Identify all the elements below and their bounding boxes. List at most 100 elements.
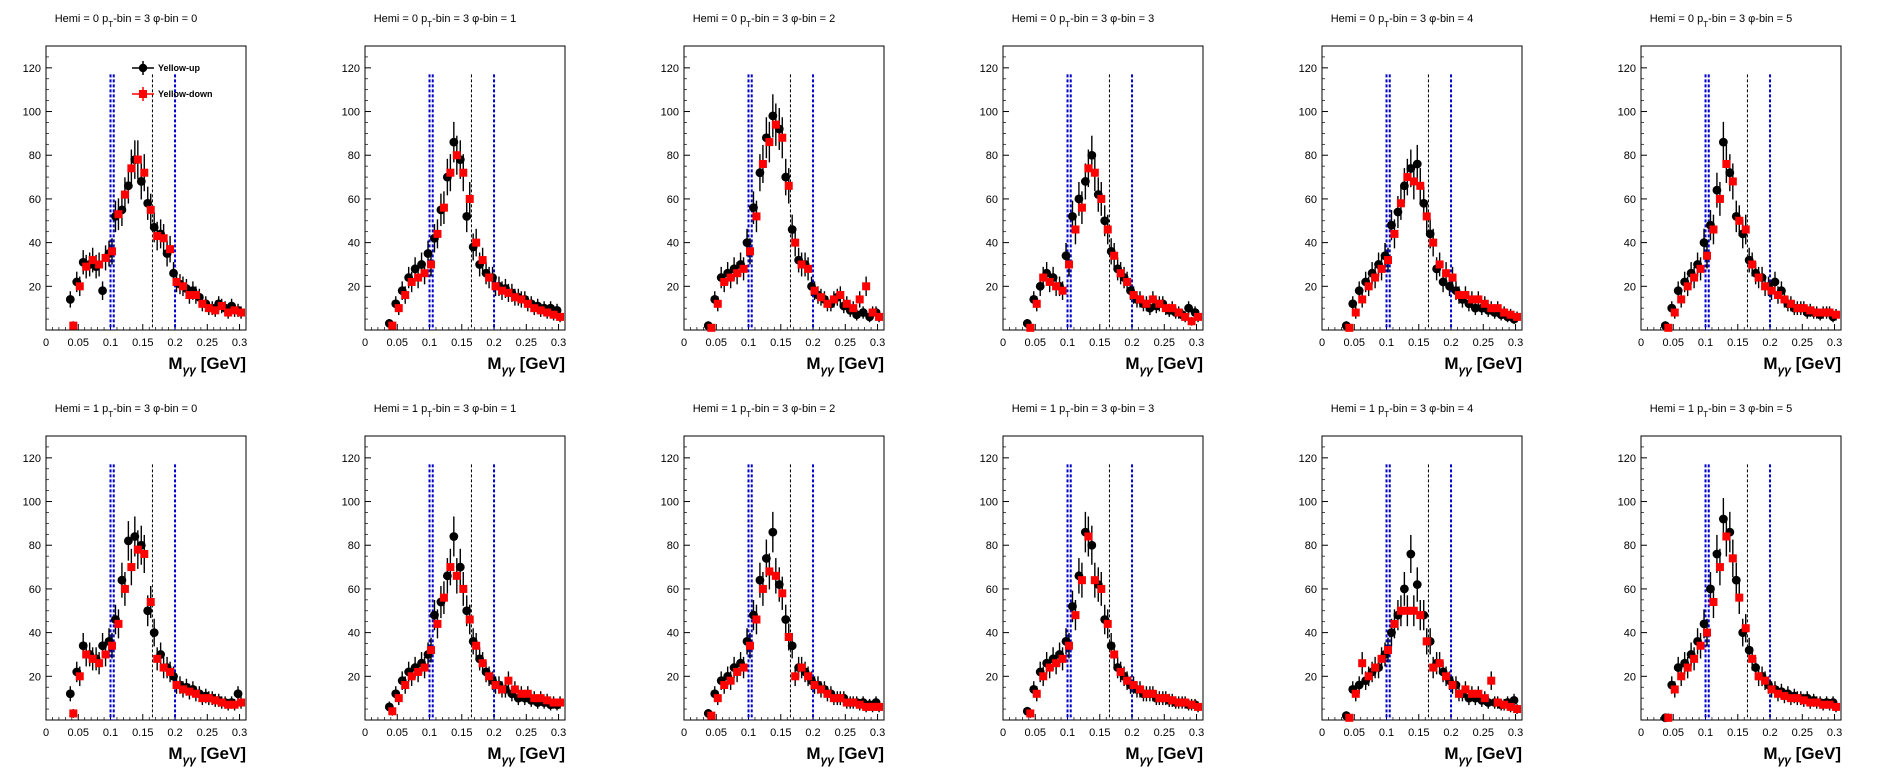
data-point-yellow-down — [394, 304, 403, 313]
data-point-yellow-down — [1351, 308, 1360, 317]
x-tick-label: 0.1 — [422, 727, 437, 739]
y-tick-label: 80 — [667, 150, 679, 162]
data-point-yellow-down — [1026, 323, 1035, 332]
chart-panel-2: Hemi = 0 pT-bin = 3 φ-bin = 2 20 40 60 80 100… — [661, 13, 886, 377]
data-point-yellow-down — [739, 264, 748, 273]
data-point-yellow-down — [1358, 295, 1367, 304]
data-point-yellow-down — [1429, 238, 1438, 247]
data-point-yellow-down — [523, 299, 532, 308]
data-point-yellow-up — [1699, 238, 1709, 248]
x-axis-label-text: M — [1444, 744, 1458, 763]
x-tick-label: 0.15 — [1408, 727, 1429, 739]
data-point-yellow-down — [101, 650, 110, 659]
data-point-yellow-up — [1080, 177, 1090, 186]
data-point-yellow-down — [1071, 611, 1080, 620]
data-point-yellow-down — [1187, 317, 1196, 326]
data-point-yellow-down — [758, 584, 767, 593]
x-axis-label-text: [GeV] — [1472, 744, 1522, 763]
panel-title: Hemi = 0 pT-bin = 3 φ-bin = 1 — [374, 13, 517, 29]
x-tick-label: 0.25 — [1792, 727, 1813, 739]
data-point-yellow-up — [1509, 695, 1519, 705]
data-point-yellow-down — [1448, 273, 1457, 282]
data-point-yellow-down — [485, 273, 494, 282]
data-point-yellow-down — [1435, 659, 1444, 668]
data-point-yellow-down — [726, 273, 735, 282]
x-axis-label-text: [GeV] — [196, 354, 246, 373]
x-axis-label: Mγγ [GeV] — [1763, 744, 1841, 767]
x-tick-label: 0.2 — [1443, 337, 1458, 349]
data-point-yellow-down — [478, 659, 487, 668]
y-tick-label: 80 — [29, 150, 41, 162]
x-tick-label: 0.15 — [1727, 337, 1748, 349]
panel-title-subscript: T — [1703, 20, 1708, 29]
data-point-yellow-down — [765, 567, 774, 576]
data-point-yellow-down — [1364, 282, 1373, 291]
data-point-yellow-up — [98, 641, 107, 651]
panel-title-text: Hemi = 1 p — [1012, 403, 1066, 415]
x-tick-label: 0.1 — [741, 337, 756, 349]
x-axis-label-text: [GeV] — [834, 354, 884, 373]
chart-panel-0: Hemi = 0 pT-bin = 3 φ-bin = 0 20 40 60 80 100… — [23, 13, 248, 377]
data-point-yellow-up — [1035, 281, 1045, 291]
data-point-yellow-down — [1819, 700, 1828, 709]
y-tick-label: 80 — [1624, 150, 1636, 162]
data-point-yellow-down — [1703, 251, 1712, 260]
data-point-yellow-down — [1371, 273, 1380, 282]
panel-title-text: Hemi = 1 p — [1331, 403, 1385, 415]
data-point-yellow-down — [1155, 299, 1164, 308]
data-point-yellow-down — [829, 295, 838, 304]
x-tick-label: 0 — [362, 727, 368, 739]
data-point-yellow-down — [810, 681, 819, 690]
x-axis-label: Mγγ [GeV] — [168, 744, 246, 767]
x-tick-label: 0.3 — [1189, 337, 1204, 349]
data-point-yellow-down — [75, 672, 84, 681]
y-tick-label: 40 — [1624, 628, 1636, 640]
data-point-yellow-down — [146, 598, 155, 607]
data-point-yellow-down — [810, 286, 819, 295]
data-point-yellow-down — [452, 571, 461, 580]
x-axis-label-text: M — [1763, 354, 1777, 373]
data-point-yellow-down — [556, 312, 565, 321]
data-point-yellow-down — [1454, 689, 1463, 698]
y-tick-label: 80 — [986, 540, 998, 552]
x-axis-label: Mγγ [GeV] — [1444, 354, 1522, 377]
data-point-yellow-down — [1097, 584, 1106, 593]
y-tick-label: 120 — [980, 63, 998, 75]
data-point-yellow-down — [217, 698, 226, 707]
data-point-yellow-down — [1683, 663, 1692, 672]
x-axis-label-subscript: γγ — [183, 363, 198, 377]
data-point-yellow-down — [707, 323, 716, 332]
x-axis-label: Mγγ [GeV] — [806, 744, 884, 767]
data-point-yellow-down — [1799, 696, 1808, 705]
x-axis-label-subscript: γγ — [1459, 363, 1474, 377]
x-tick-label: 0.1 — [1698, 727, 1713, 739]
data-point-yellow-up — [787, 225, 797, 234]
x-axis-label-text: [GeV] — [1472, 354, 1522, 373]
data-point-yellow-down — [459, 584, 468, 593]
legend-marker-yellow-down — [139, 90, 147, 98]
panel-title-text: -bin = 3 φ-bin = 0 — [113, 13, 197, 25]
data-point-yellow-down — [1187, 700, 1196, 709]
data-point-yellow-down — [784, 632, 793, 641]
x-tick-label: 0.25 — [1154, 337, 1175, 349]
data-point-yellow-down — [1664, 323, 1673, 332]
data-point-yellow-up — [1419, 198, 1429, 208]
x-axis-label-text: M — [806, 744, 820, 763]
legend-label: Yellow-up — [158, 63, 201, 73]
data-point-yellow-down — [1690, 273, 1699, 282]
panel-title-text: -bin = 3 φ-bin = 4 — [1389, 13, 1473, 25]
data-point-yellow-down — [95, 659, 104, 668]
data-point-yellow-down — [88, 256, 97, 265]
y-tick-label: 100 — [1618, 107, 1636, 119]
data-point-yellow-up — [1731, 575, 1741, 585]
legend-label: Yellow-down — [158, 89, 213, 99]
chart-panel-5: Hemi = 0 pT-bin = 3 φ-bin = 5 20 40 60 80 100… — [1618, 13, 1843, 377]
x-axis-label-text: M — [168, 744, 182, 763]
data-point-yellow-down — [868, 308, 877, 317]
data-point-yellow-down — [543, 308, 552, 317]
panel-title-text: Hemi = 1 p — [374, 403, 428, 415]
x-tick-label: 0.3 — [870, 727, 885, 739]
data-point-yellow-down — [765, 138, 774, 147]
chart-panel-3: Hemi = 0 pT-bin = 3 φ-bin = 3 20 40 60 80 100… — [980, 13, 1205, 377]
x-axis-label-text: M — [1125, 744, 1139, 763]
